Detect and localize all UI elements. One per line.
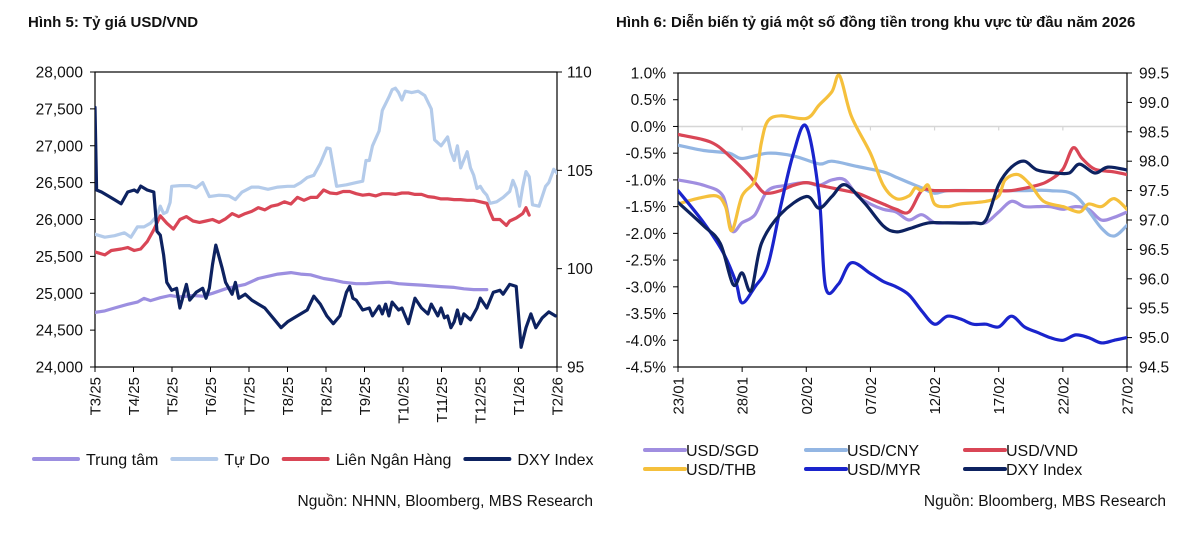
fig6-y-right-tick-label: 99.5 [1139,66,1169,83]
fig5-legend-label-t-do: Tự Do [224,452,269,469]
fig5-series-line-dxy-index [95,105,557,349]
fig6-legend-label-usd-sgd: USD/SGD [686,443,759,460]
fig5-x-tick-label: T2/26 [550,377,567,415]
fig6-legend-label-dxy-index: DXY Index [1006,462,1082,479]
fig6-y-right-tick-label: 97.0 [1139,213,1170,230]
fig5-series-line-li-n-ng-n-h-ng [95,188,531,257]
fig5-x-tick-label: T3/25 [88,377,105,415]
fig6-y-right-tick-label: 95.0 [1139,330,1170,347]
fig6-y-right-tick-label: 96.5 [1139,242,1169,259]
fig6-y-right-tick-label: 94.5 [1139,360,1169,377]
fig6-y-right-tick-label: 98.5 [1139,124,1169,141]
fig5-x-tick-label: T5/25 [165,377,182,415]
fig6-y-left-tick-label: -2.0% [626,226,667,243]
fig5-y-left-tick-label: 27,500 [36,101,84,118]
fig5-y-right-tick-label: 95 [567,360,584,377]
fig5-x-tick-label: T4/25 [126,377,143,415]
fig6-y-left-tick-label: 0.5% [631,92,667,109]
figure-5-label: Hình 5: [28,14,79,31]
figure-6-source: Nguồn: Bloomberg, MBS Research [923,493,1166,510]
fig6-x-tick-label: 07/02 [863,377,880,415]
fig6-x-tick-label: 22/02 [1055,377,1072,415]
fig5-x-tick-label: T8/25 [280,377,297,415]
fig6-y-left-tick-label: -3.0% [626,279,667,296]
fig6-series-line-usd-myr [678,123,1127,345]
fig6-y-right-tick-label: 96.0 [1139,271,1170,288]
fig5-x-tick-label: T10/25 [396,377,413,424]
fig5-series-line-trung-t-m [95,271,489,314]
fig5-legend-label-li-n-ng-n-h-ng: Liên Ngân Hàng [336,452,452,469]
fig6-y-left-tick-label: 0.0% [631,119,667,136]
fig6-y-left-tick-label: -3.5% [626,306,667,323]
fig6-y-left-tick-label: -4.0% [626,333,667,350]
fig6-x-tick-label: 02/02 [799,377,816,415]
fig6-x-tick-label: 28/01 [735,377,752,415]
fig6-series-line-usd-sgd [678,176,1127,234]
fig5-x-tick-label: T7/25 [242,377,259,415]
fig6-series-line-usd-vnd [678,132,1127,215]
fig6-legend-label-usd-cny: USD/CNY [847,443,919,460]
figure-5-source: Nguồn: NHNN, Bloomberg, MBS Research [297,493,593,510]
fig5-y-left-tick-label: 28,000 [36,65,84,82]
fig6-series-line-usd-thb [678,73,1127,233]
fig6-x-tick-label: 17/02 [991,377,1008,415]
fig6-legend-label-usd-myr: USD/MYR [847,462,921,479]
fig6-y-right-tick-label: 95.5 [1139,301,1169,318]
fig5-y-right-tick-label: 105 [567,163,593,180]
fig6-y-right-tick-label: 99.0 [1139,95,1170,112]
fig6-legend-label-usd-thb: USD/THB [686,462,756,479]
fig5-y-left-tick-label: 27,000 [36,138,84,155]
fig5-x-tick-label: T9/25 [357,377,374,415]
fig5-y-left-tick-label: 26,500 [36,175,84,192]
figure-6-label: Hình 6: [616,14,667,31]
fig5-legend-label-dxy-index: DXY Index [517,452,593,469]
fig5-y-right-tick-label: 100 [567,261,593,278]
fig5-y-left-tick-label: 24,000 [36,360,84,377]
fig6-y-left-tick-label: -1.5% [626,199,667,216]
fig5-x-tick-label: T6/25 [203,377,220,415]
fig5-x-tick-label: T1/26 [511,377,528,415]
fig5-x-tick-label: T8/25 [319,377,336,415]
fig5-y-left-tick-label: 24,500 [36,323,84,340]
fig6-y-left-tick-label: 1.0% [631,66,667,83]
fig6-y-right-tick-label: 98.0 [1139,154,1170,171]
fig5-y-left-tick-label: 25,500 [36,249,84,266]
fig6-x-tick-label: 12/02 [927,377,944,415]
fig6-y-left-tick-label: -0.5% [626,146,667,163]
fig5-series-line-t-do [95,86,557,239]
fig6-x-tick-label: 23/01 [671,377,688,415]
fig5-legend-label-trung-t-m: Trung tâm [86,452,158,469]
fig5-x-tick-label: T12/25 [473,377,490,424]
fig6-y-left-tick-label: -2.5% [626,253,667,270]
figure-5-title: Hình 5: Tỷ giá USD/VND [28,14,588,32]
fig6-y-left-tick-label: -4.5% [626,360,667,377]
figure-5-title-text: Tỷ giá USD/VND [78,14,199,31]
figure-6-title-text: Diễn biến tỷ giá một số đồng tiền trong … [666,14,1136,31]
fig6-x-tick-label: 27/02 [1120,377,1137,415]
fig5-y-left-tick-label: 25,000 [36,286,84,303]
fig6-series-line-dxy-index [678,159,1127,293]
fig5-y-right-tick-label: 110 [567,65,592,82]
fig6-y-right-tick-label: 97.5 [1139,183,1169,200]
fig5-y-left-tick-label: 26,000 [36,212,84,229]
fig5-x-tick-label: T11/25 [434,377,451,423]
fig6-legend-label-usd-vnd: USD/VND [1006,443,1078,460]
fig6-y-left-tick-label: -1.0% [626,172,667,189]
figure-6-title: Hình 6: Diễn biến tỷ giá một số đồng tiề… [616,14,1176,32]
